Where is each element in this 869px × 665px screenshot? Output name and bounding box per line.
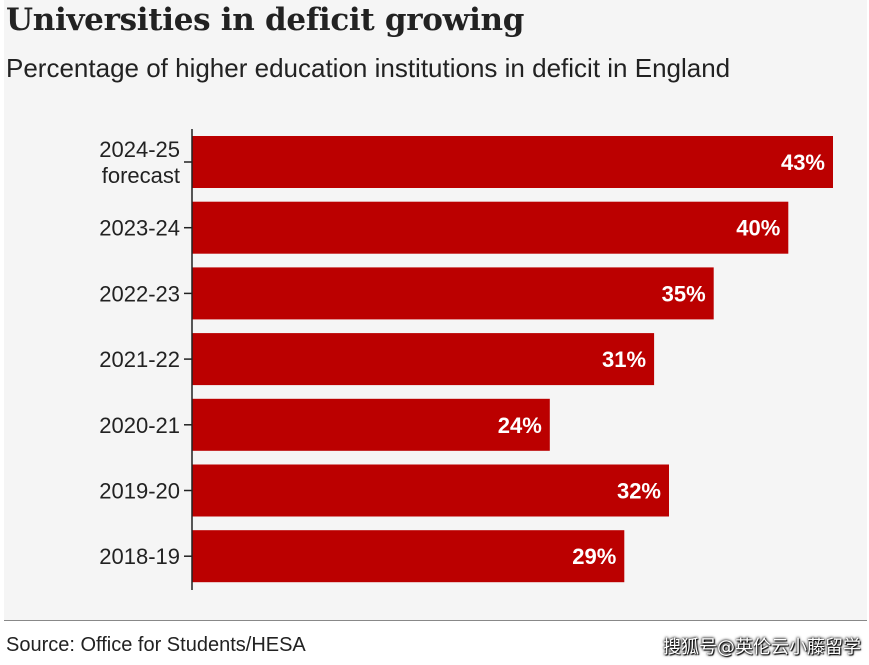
bar-value-label: 40% <box>736 216 780 241</box>
chart-title: Universities in deficit growing <box>6 2 525 38</box>
bar-value-label: 31% <box>602 347 646 372</box>
bar <box>192 398 550 451</box>
bar <box>192 464 669 517</box>
bar <box>192 530 625 583</box>
category-label-line: forecast <box>102 163 180 188</box>
axis-ticks <box>184 161 192 557</box>
category-label-line: 2021-22 <box>99 347 180 372</box>
watermark: 搜狐号@英伦云小藤留学 <box>663 637 861 658</box>
bar-value-label: 35% <box>662 281 706 306</box>
category-label-line: 2020-21 <box>99 413 180 438</box>
category-label: 2018-19 <box>99 544 180 569</box>
bar <box>192 333 655 386</box>
category-label-line: 2023-24 <box>99 216 180 241</box>
category-label-line: 2018-19 <box>99 544 180 569</box>
category-label-line: 2022-23 <box>99 281 180 306</box>
bar <box>192 136 833 188</box>
category-label: 2020-21 <box>99 413 180 438</box>
bar-chart: 43%40%35%31%24%32%29% 2024-25 forecast202… <box>99 129 833 590</box>
category-label: 2021-22 <box>99 347 180 372</box>
category-label: 2019-20 <box>99 479 180 504</box>
bar-value-label: 24% <box>498 413 542 438</box>
category-label: 2023-24 <box>99 216 180 241</box>
category-label-line: 2019-20 <box>99 479 180 504</box>
bar <box>192 267 714 320</box>
category-label: 2022-23 <box>99 281 180 306</box>
chart-subtitle: Percentage of higher education instituti… <box>6 53 731 83</box>
bars: 43% 40% 35% 31% 24% 32% 29% <box>192 136 833 583</box>
category-label-line: 2024-25 <box>99 137 180 162</box>
footer-divider <box>4 620 867 621</box>
bar-value-label: 32% <box>617 479 661 504</box>
category-label: 2024-25 forecast <box>99 137 180 188</box>
source-note: Source: Office for Students/HESA <box>6 634 306 656</box>
bar <box>192 201 789 254</box>
bar-value-label: 43% <box>781 150 825 175</box>
bar-value-label: 29% <box>572 544 616 569</box>
category-labels: 2024-25 forecast 2023-24 2022-23 2021-22 2020… <box>99 137 180 569</box>
